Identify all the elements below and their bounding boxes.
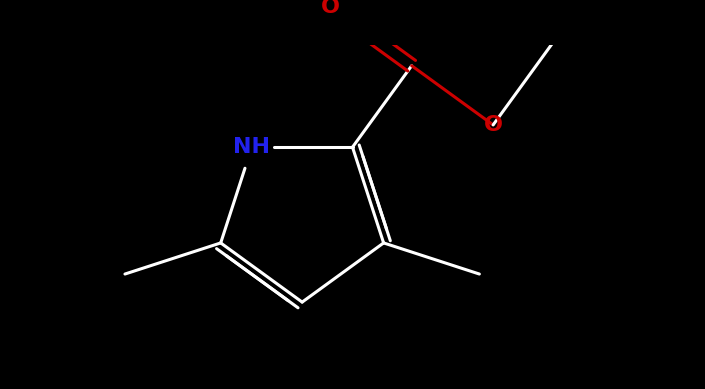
Text: NH: NH — [233, 137, 270, 157]
Text: O: O — [484, 115, 503, 135]
Text: O: O — [321, 0, 340, 17]
